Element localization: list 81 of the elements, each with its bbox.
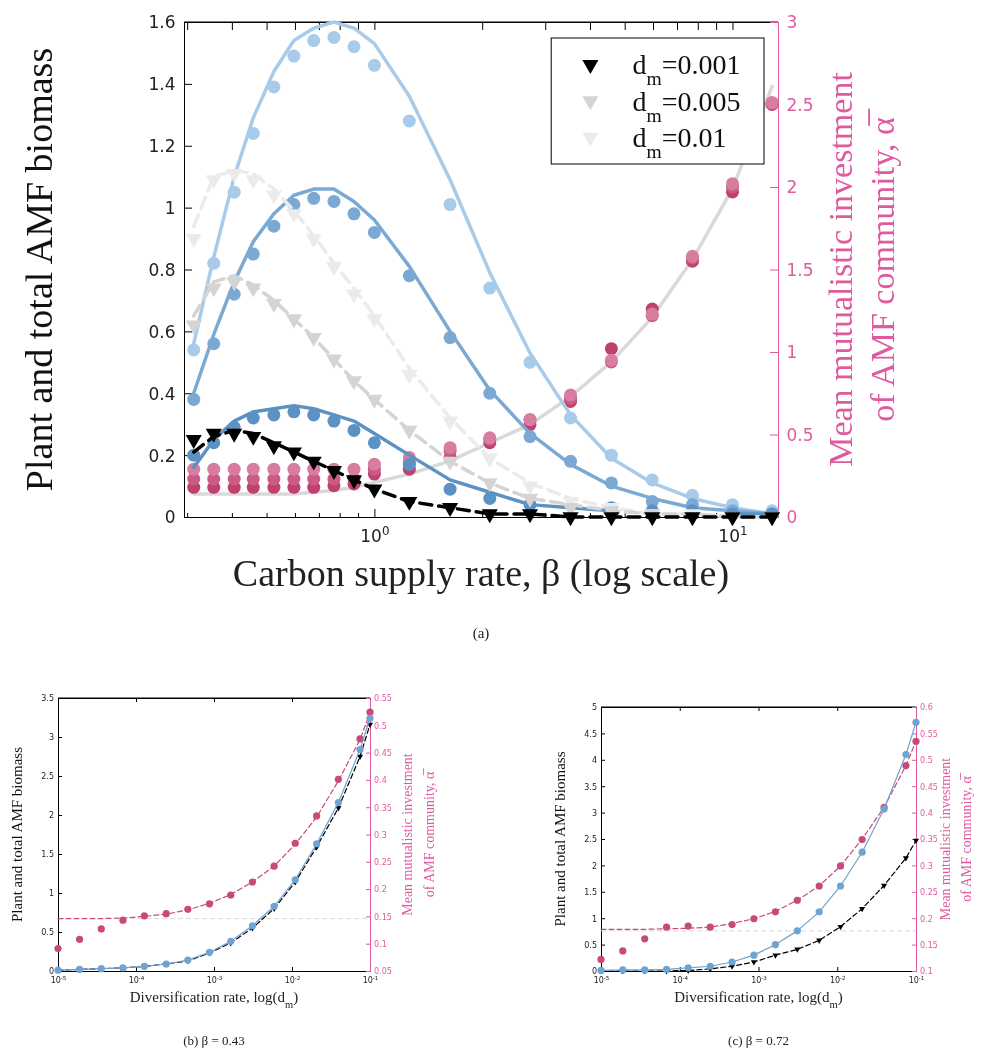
y2-tick-label: 0 [786, 507, 798, 528]
y2-tick-label: 0.45 [920, 782, 938, 792]
y2-tick-label: 0.5 [374, 721, 387, 731]
y-axis-title: Plant and total AMF biomass [9, 746, 25, 923]
y2-tick-label: 0.35 [920, 835, 938, 845]
x-tick-label: 10$^{-3}$ [206, 974, 223, 985]
x-tick-label: 10$^{-2}$ [284, 974, 301, 985]
y2-tick-label: 0.25 [920, 888, 938, 898]
y-tick-label: 0 [164, 507, 176, 528]
text: (a) [472, 625, 490, 642]
y-tick-label: 0.6 [148, 321, 176, 342]
x-tick-label: 10$^{-4}$ [672, 974, 689, 985]
y-axis-title: Plant and total AMF biomass [18, 47, 60, 492]
y-tick-label: 1.6 [148, 12, 176, 33]
y2-tick-label: 0.55 [920, 729, 938, 739]
x-tick-label: 10$^{-1}$ [362, 974, 379, 985]
y2-tick-label: 0.1 [920, 967, 933, 977]
text: (b) β = 0.43 [183, 1033, 245, 1048]
y2-tick-label: 0.2 [920, 914, 933, 924]
y2-axis-title: Mean mutualistic investment of AMF community, α̅ [822, 71, 901, 467]
y2-tick-label: 1.5 [786, 259, 814, 280]
x-tick-label: 10$^{-2}$ [829, 974, 846, 985]
y2-tick-label: 0.4 [920, 808, 933, 818]
y2-axis-title: Mean mutualistic investment of AMF community, α̅ [400, 753, 437, 916]
y-tick-label: 1.2 [148, 136, 176, 157]
y2-tick-label: 0.15 [920, 940, 938, 950]
x-axis-title: Diversification rate, log(d$_{m}$) [129, 989, 299, 1010]
y-tick-label: 3 [591, 808, 597, 818]
y2-tick-label: 0.15 [374, 912, 392, 922]
y-tick-label: 0 [48, 967, 54, 977]
y-tick-label: 0.5 [41, 928, 54, 938]
x-axis-title: Carbon supply rate, β (log scale) [232, 552, 730, 595]
y2-tick-label: 0.5 [786, 424, 814, 445]
y-axis-title: Plant and total AMF biomass [552, 751, 568, 927]
x-tick-label: 10$^{-5}$ [593, 974, 610, 985]
y2-tick-label: 0.25 [374, 858, 392, 868]
y-tick-label: 3.5 [584, 782, 597, 792]
y-tick-label: 5 [591, 703, 597, 713]
x-tick-label: 10$^{-3}$ [751, 974, 768, 985]
x-tick-label: 10$^{-1}$ [908, 974, 925, 985]
y2-tick-label: 0.45 [374, 748, 392, 758]
y-tick-label: 1 [164, 198, 176, 219]
y-tick-label: 1.5 [41, 850, 54, 860]
y-tick-label: 1.5 [584, 888, 597, 898]
y2-tick-label: 2.5 [786, 94, 814, 115]
y-tick-label: 0 [591, 967, 597, 977]
y2-tick-label: 2 [786, 177, 798, 198]
y2-tick-label: 0.3 [374, 830, 387, 840]
y-tick-label: 0.2 [148, 445, 176, 466]
y2-tick-label: 0.5 [920, 756, 933, 766]
y-tick-label: 1 [48, 889, 54, 899]
y-tick-label: 0.8 [148, 259, 176, 280]
y2-tick-label: 0.3 [920, 861, 933, 871]
y2-tick-label: 0.4 [374, 776, 387, 786]
y2-tick-label: 0.6 [920, 703, 933, 713]
x-tick-label: 10$^{-4}$ [128, 974, 145, 985]
y-tick-label: 4 [591, 756, 597, 766]
y-tick-label: 3 [48, 733, 54, 743]
y2-tick-label: 3 [786, 12, 798, 33]
y-tick-label: 3.5 [41, 694, 54, 704]
x-axis-title: Diversification rate, log(d$_{m}$) [674, 989, 843, 1010]
y2-axis-title: Mean mutualistic investment of AMF community, α̅ [938, 757, 974, 921]
y2-tick-label: 0.1 [374, 940, 387, 949]
y-tick-label: 1 [591, 914, 597, 924]
y-tick-label: 2 [591, 861, 597, 871]
y-tick-label: 4.5 [584, 729, 597, 739]
x-tick-label: 10$^{1}$ [718, 523, 748, 546]
y-tick-label: 2.5 [41, 772, 54, 782]
y2-tick-label: 0.55 [374, 694, 392, 704]
text: (c) β = 0.72 [728, 1033, 789, 1048]
y2-tick-label: 0.35 [374, 803, 392, 813]
x-tick-label: 10$^{0}$ [360, 523, 390, 546]
y-tick-label: 0.5 [584, 940, 597, 950]
y2-tick-label: 0.05 [374, 967, 392, 977]
y-tick-label: 1.4 [148, 74, 176, 95]
y-tick-label: 2.5 [584, 835, 597, 845]
y2-tick-label: 1 [786, 342, 798, 363]
y-tick-label: 2 [48, 811, 54, 821]
y2-tick-label: 0.2 [374, 885, 387, 895]
x-tick-label: 10$^{-5}$ [50, 974, 67, 985]
y-tick-label: 0.4 [148, 383, 176, 404]
